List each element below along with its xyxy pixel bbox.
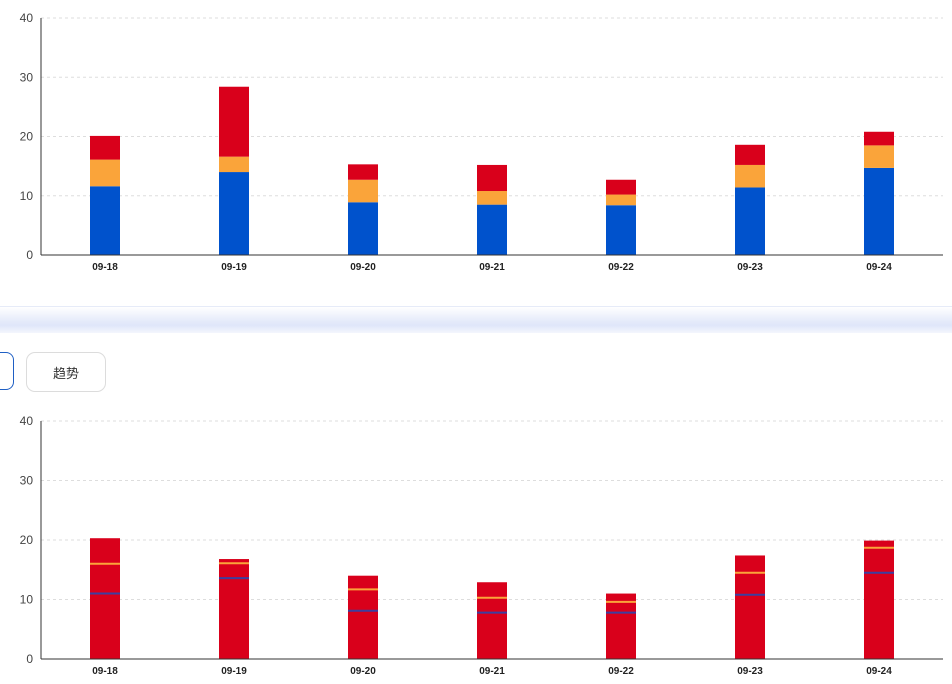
x-tick-label: 09-19 (221, 666, 247, 677)
bar[interactable] (864, 540, 894, 659)
bar-segment[interactable] (348, 202, 378, 255)
y-tick-label: 20 (20, 533, 34, 547)
bar-segment[interactable] (348, 179, 378, 203)
bar-segment[interactable] (477, 191, 507, 205)
bar-segment[interactable] (606, 179, 636, 195)
bar-segment[interactable] (90, 159, 120, 187)
y-tick-label: 20 (20, 130, 34, 144)
y-tick-label: 40 (20, 11, 34, 25)
x-tick-label: 09-24 (866, 262, 892, 273)
bar-segment[interactable] (477, 204, 507, 255)
bar[interactable] (606, 593, 636, 659)
y-tick-label: 30 (20, 70, 34, 84)
x-tick-label: 09-23 (737, 666, 763, 677)
y-tick-label: 40 (20, 414, 34, 428)
bar-segment[interactable] (219, 86, 249, 157)
x-tick-label: 09-21 (479, 666, 505, 677)
bar-segment[interactable] (219, 156, 249, 173)
bar-segment[interactable] (348, 164, 378, 180)
x-tick-label: 09-19 (221, 262, 247, 273)
bar-segment[interactable] (735, 144, 765, 165)
bar-segment[interactable] (735, 187, 765, 255)
x-tick-label: 09-21 (479, 262, 505, 273)
y-tick-label: 30 (20, 474, 34, 488)
section-divider (0, 306, 952, 333)
bar-segment[interactable] (606, 194, 636, 206)
bar-segment[interactable] (90, 135, 120, 160)
bar-marker-chart: 0 10 20 30 40 09-18 09-19 09-20 09-21 09-22 09-23… (20, 414, 943, 677)
stacked-bar-chart: 0 10 20 30 40 09-18 09-19 09-20 09-21 09-22 09-23… (20, 11, 943, 273)
x-tick-label: 09-20 (350, 262, 376, 273)
bar-segment[interactable] (90, 186, 120, 255)
bar[interactable] (90, 538, 120, 659)
y-tick-label: 0 (26, 652, 33, 666)
tab-button-partial[interactable] (0, 352, 14, 390)
y-tick-label: 10 (20, 593, 34, 607)
bar-segment[interactable] (864, 167, 894, 255)
y-tick-label: 10 (20, 189, 34, 203)
x-tick-label: 09-18 (92, 262, 118, 273)
x-tick-label: 09-23 (737, 262, 763, 273)
bar-segment[interactable] (219, 172, 249, 255)
x-tick-label: 09-22 (608, 262, 634, 273)
bar[interactable] (477, 582, 507, 659)
bar[interactable] (348, 575, 378, 659)
bar-segment[interactable] (606, 205, 636, 255)
bar[interactable] (735, 555, 765, 659)
y-tick-label: 0 (26, 248, 33, 262)
x-tick-label: 09-20 (350, 666, 376, 677)
bar-segment[interactable] (477, 164, 507, 192)
trend-tab-button[interactable]: 趋势 (26, 352, 106, 392)
bar-segment[interactable] (735, 164, 765, 188)
x-tick-label: 09-24 (866, 666, 892, 677)
bar[interactable] (219, 559, 249, 659)
bar-segment[interactable] (864, 131, 894, 146)
x-tick-label: 09-22 (608, 666, 634, 677)
bar-segment[interactable] (864, 145, 894, 168)
x-tick-label: 09-18 (92, 666, 118, 677)
